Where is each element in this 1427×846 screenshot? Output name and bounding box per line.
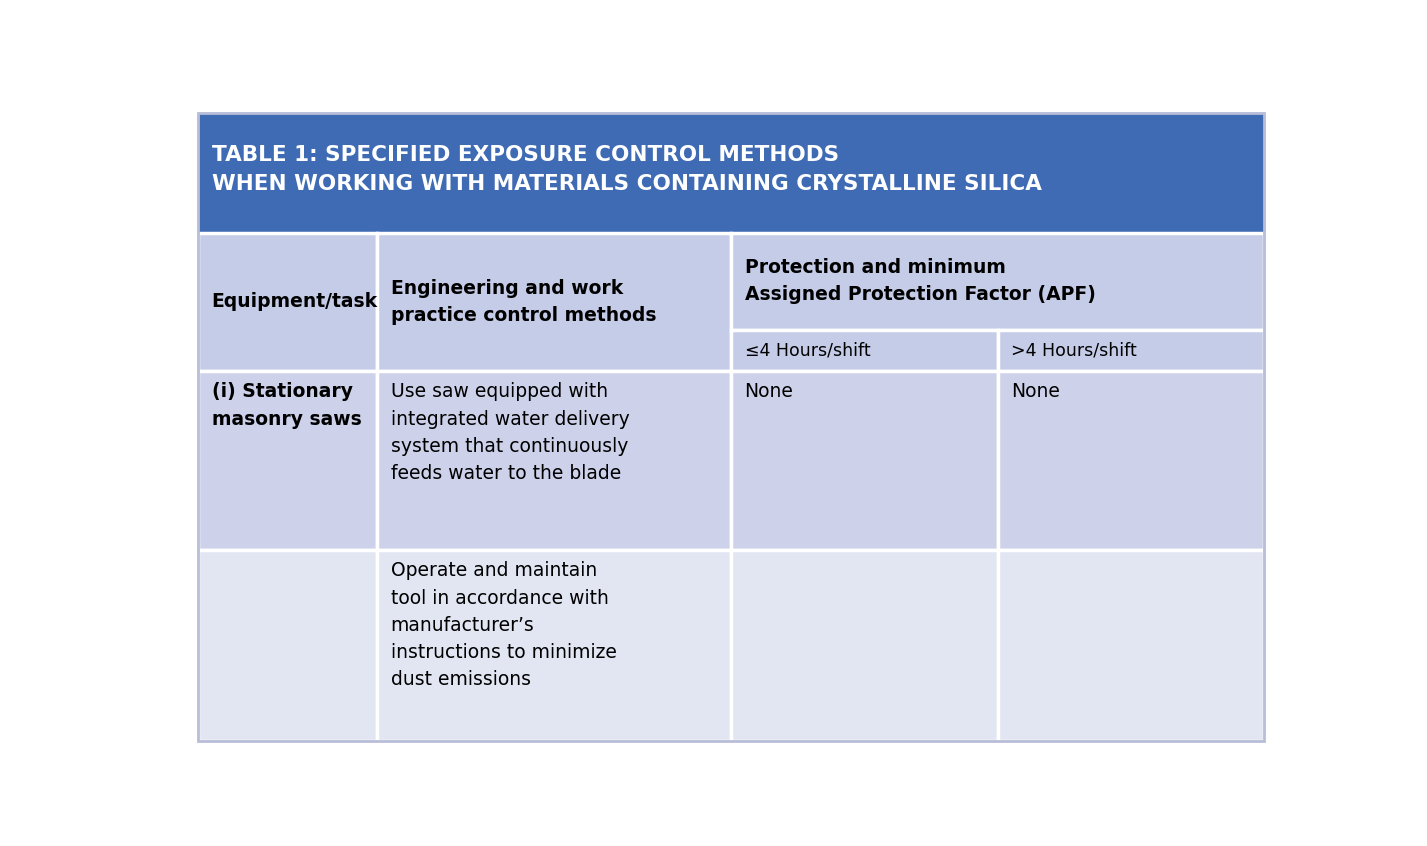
Text: None: None [1012, 382, 1060, 402]
Bar [731, 233, 1264, 330]
Bar [997, 550, 1264, 741]
Bar [731, 330, 997, 371]
Text: >4 Hours/shift: >4 Hours/shift [1012, 341, 1137, 360]
Text: None: None [745, 382, 793, 402]
Text: Protection and minimum
Assigned Protection Factor (APF): Protection and minimum Assigned Protecti… [745, 258, 1096, 305]
Bar [731, 371, 997, 550]
Text: (i) Stationary
masonry saws: (i) Stationary masonry saws [211, 382, 361, 429]
Text: Operate and maintain
tool in accordance with
manufacturer’s
instructions to mini: Operate and maintain tool in accordance … [391, 562, 616, 689]
Bar [731, 550, 997, 741]
Bar [997, 330, 1264, 371]
Text: Use saw equipped with
integrated water delivery
system that continuously
feeds w: Use saw equipped with integrated water d… [391, 382, 629, 483]
Text: TABLE 1: SPECIFIED EXPOSURE CONTROL METHODS
WHEN WORKING WITH MATERIALS CONTAINI: TABLE 1: SPECIFIED EXPOSURE CONTROL METH… [211, 145, 1042, 195]
Bar [377, 371, 732, 550]
Bar [997, 371, 1264, 550]
Bar [377, 550, 732, 741]
Text: Engineering and work
practice control methods: Engineering and work practice control me… [391, 278, 656, 325]
Bar [198, 550, 377, 741]
Bar [198, 233, 377, 371]
Bar [198, 113, 1264, 233]
Text: Equipment/task: Equipment/task [211, 292, 378, 311]
Bar [377, 233, 732, 371]
Text: ≤4 Hours/shift: ≤4 Hours/shift [745, 341, 870, 360]
Bar [198, 371, 377, 550]
